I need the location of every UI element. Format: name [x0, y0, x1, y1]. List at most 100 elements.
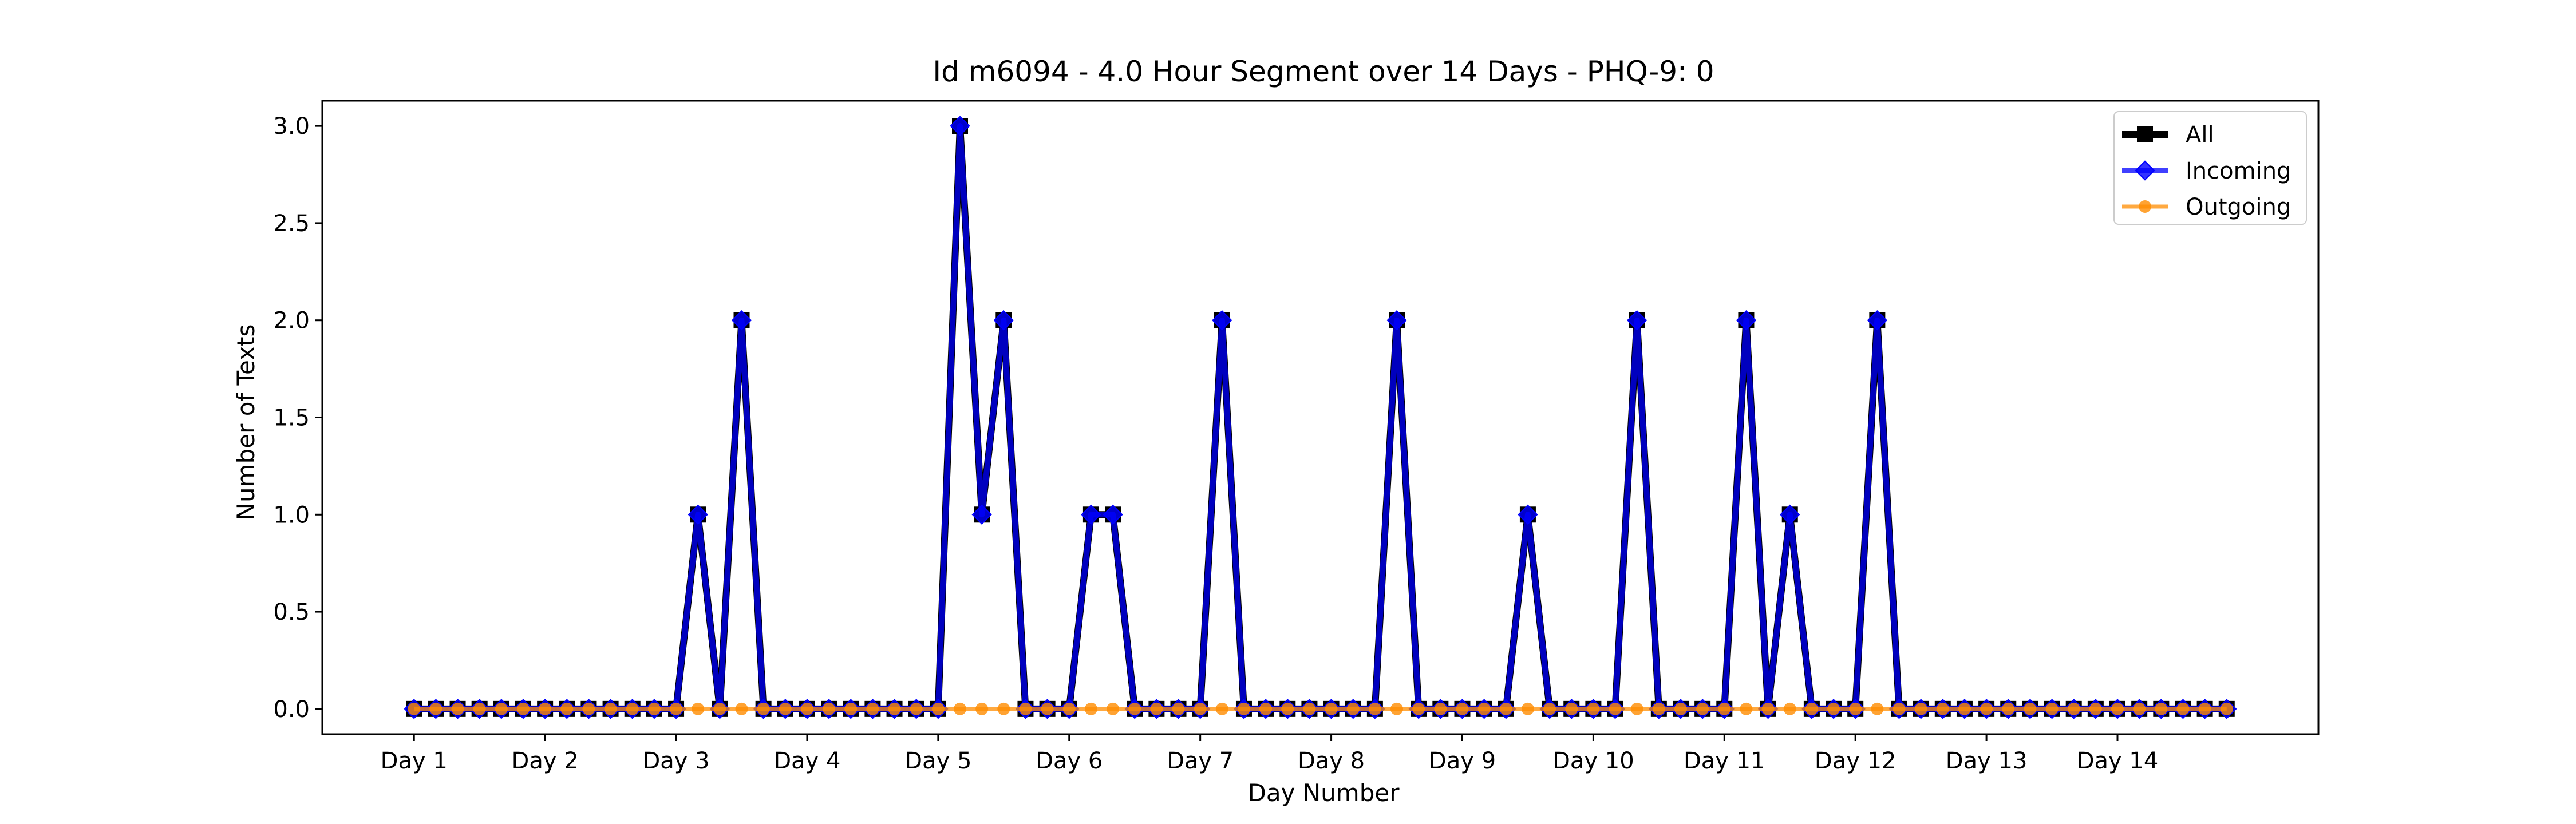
data-point-outgoing: [757, 702, 770, 715]
data-point-outgoing: [1958, 702, 1971, 715]
data-point-outgoing: [1543, 702, 1556, 715]
x-tick-label: Day 7: [1167, 748, 1234, 774]
x-tick-label: Day 3: [642, 748, 709, 774]
data-point-outgoing: [2155, 702, 2168, 715]
data-point-outgoing: [1587, 702, 1600, 715]
data-point-outgoing: [1434, 702, 1447, 715]
data-point-outgoing: [1084, 702, 1097, 715]
legend-box: [2113, 111, 2307, 225]
data-point-incoming: [1867, 310, 1888, 331]
data-point-outgoing: [1019, 702, 1032, 715]
data-point-outgoing: [1237, 702, 1250, 715]
data-point-outgoing: [1215, 702, 1228, 715]
data-point-outgoing: [1696, 702, 1709, 715]
data-point-outgoing: [844, 702, 858, 715]
data-point-outgoing: [1914, 702, 1927, 715]
y-tick-label: 1.5: [273, 405, 310, 431]
data-point-outgoing: [975, 702, 989, 715]
data-point-outgoing: [1128, 702, 1141, 715]
data-point-outgoing: [2024, 702, 2037, 715]
data-point-outgoing: [1936, 702, 1949, 715]
data-point-outgoing: [1783, 702, 1796, 715]
y-tick-label: 1.0: [273, 502, 310, 528]
data-point-outgoing: [1674, 702, 1687, 715]
data-point-outgoing: [1893, 702, 1906, 715]
legend: All Incoming Outgoing: [2113, 111, 2307, 225]
data-point-outgoing: [670, 702, 683, 715]
y-tick-label: 0.0: [273, 696, 310, 723]
data-point-outgoing: [604, 702, 617, 715]
data-point-outgoing: [2220, 702, 2233, 715]
data-point-outgoing: [1346, 702, 1360, 715]
data-point-outgoing: [1062, 702, 1076, 715]
data-point-outgoing: [954, 702, 967, 715]
data-point-incoming: [993, 310, 1014, 331]
data-point-outgoing: [1827, 702, 1840, 715]
data-point-outgoing: [1194, 702, 1207, 715]
data-point-outgoing: [473, 702, 486, 715]
data-point-outgoing: [866, 702, 879, 715]
data-point-outgoing: [823, 702, 836, 715]
x-tick-label: Day 14: [2077, 748, 2159, 774]
legend-label-all: All: [2186, 122, 2214, 148]
data-point-outgoing: [735, 702, 748, 715]
data-point-outgoing: [2002, 702, 2015, 715]
data-point-outgoing: [2176, 702, 2190, 715]
data-point-outgoing: [1718, 702, 1731, 715]
data-point-outgoing: [582, 702, 595, 715]
data-point-outgoing: [1477, 702, 1491, 715]
data-point-outgoing: [1390, 702, 1404, 715]
x-tick-label: Day 4: [773, 748, 840, 774]
data-point-outgoing: [910, 702, 923, 715]
data-point-incoming: [1386, 310, 1407, 331]
data-point-outgoing: [626, 702, 639, 715]
data-point-outgoing: [692, 702, 705, 715]
data-point-outgoing: [1630, 702, 1643, 715]
legend-label-incoming: Incoming: [2186, 158, 2291, 184]
data-point-incoming: [1736, 310, 1757, 331]
data-point-outgoing: [1740, 702, 1753, 715]
data-point-outgoing: [1980, 702, 1993, 715]
data-point-outgoing: [2133, 702, 2146, 715]
data-point-outgoing: [2111, 702, 2124, 715]
data-point-incoming: [1081, 504, 1101, 525]
data-point-outgoing: [2045, 702, 2059, 715]
data-point-incoming: [688, 504, 708, 525]
data-point-outgoing: [408, 702, 421, 715]
x-tick-label: Day 1: [381, 748, 448, 774]
data-point-outgoing: [429, 702, 442, 715]
data-point-outgoing: [1652, 702, 1665, 715]
data-point-outgoing: [1871, 702, 1884, 715]
data-point-outgoing: [997, 702, 1010, 715]
legend-marker-all: [2137, 126, 2153, 142]
y-axis-label: Number of Texts: [232, 324, 260, 521]
data-point-outgoing: [1609, 702, 1622, 715]
x-tick-label: Day 10: [1552, 748, 1634, 774]
data-point-outgoing: [713, 702, 726, 715]
data-point-outgoing: [1368, 702, 1381, 715]
data-point-outgoing: [1761, 702, 1775, 715]
x-axis-label: Day Number: [1247, 779, 1400, 807]
data-point-incoming: [971, 504, 992, 525]
y-tick-label: 2.0: [273, 308, 310, 334]
plot-area: 0.0 0.5 1.0 1.5 2.0 2.5 3.0 Day 1 Day 2 Day 3 Day …: [273, 113, 2237, 774]
data-point-outgoing: [2067, 702, 2080, 715]
data-point-outgoing: [451, 702, 464, 715]
data-point-outgoing: [1303, 702, 1316, 715]
data-point-outgoing: [1456, 702, 1469, 715]
data-point-outgoing: [779, 702, 792, 715]
data-point-outgoing: [516, 702, 530, 715]
data-point-outgoing: [888, 702, 901, 715]
data-point-outgoing: [1150, 702, 1163, 715]
y-tick-label: 0.5: [273, 599, 310, 625]
data-point-incoming: [1518, 504, 1538, 525]
x-tick-label: Day 11: [1684, 748, 1765, 774]
data-point-outgoing: [800, 702, 813, 715]
data-point-incoming: [1627, 310, 1647, 331]
data-point-outgoing: [1325, 702, 1338, 715]
x-tick-label: Day 2: [512, 748, 579, 774]
legend-marker-outgoing: [2139, 200, 2151, 213]
data-point-incoming: [1212, 310, 1232, 331]
x-tick-label: Day 12: [1815, 748, 1897, 774]
